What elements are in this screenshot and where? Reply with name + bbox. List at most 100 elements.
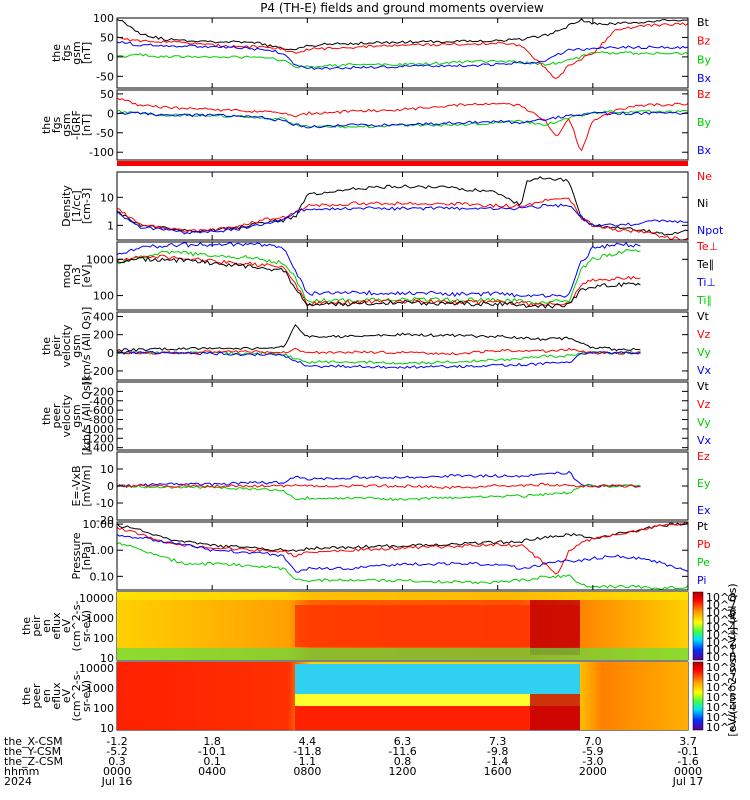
y-axis-label: the [40, 116, 53, 134]
x-tick-value: 3.7 [679, 735, 697, 748]
series-Bx [116, 40, 689, 70]
colorbar-tick-label: 10^1 [706, 644, 736, 657]
x-tick-value: 0.1 [203, 755, 221, 768]
legend-entry: Ey [697, 477, 711, 490]
y-axis-label: [km/s (All Qs)] [80, 307, 93, 386]
y-axis-label: en [40, 689, 53, 703]
legend-entry: Bx [697, 72, 712, 85]
y-axis-label: eV [60, 688, 73, 703]
y-axis-label: E=-VxB [70, 465, 83, 506]
y-axis-label: fgs [50, 116, 63, 133]
y-axis-label: peer [30, 683, 43, 709]
x-date-label: Jul 16 [101, 775, 133, 788]
legend-entry: Ti∥ [696, 294, 712, 307]
y-tick-label: 50 [100, 31, 114, 44]
colorbar-label: [eV/(cm^2-s-sr-eV)] (All Qs) [726, 583, 739, 736]
ephemeris-bar [117, 161, 688, 166]
colorbar-tick-label: 10^4 [706, 701, 736, 714]
colorbar-tick-label: 10^3 [706, 629, 736, 642]
panel-frame [116, 311, 689, 381]
colorbar-tick-label: 10^2 [706, 721, 736, 734]
legend-entry: Pi [697, 574, 706, 587]
y-axis-label: the [50, 44, 63, 62]
colorbar-tick-label: 10^8 [706, 591, 736, 604]
x-row-label: the_Z-CSM [4, 755, 63, 768]
y-tick-label: 1 [107, 219, 114, 232]
y-axis-label: fgs [60, 44, 73, 61]
series-Bx [116, 111, 689, 129]
y-tick-label: 10.00 [83, 518, 115, 531]
y-axis-label: [nT] [80, 42, 93, 64]
panel-6: -200-400-600-800-1000-1200-1400 thepeerve… [40, 377, 712, 456]
y-tick-label: 10000 [79, 592, 114, 605]
legend-entry: Vt [697, 380, 710, 393]
x-tick-value: 0.8 [394, 755, 412, 768]
series-Ni [116, 176, 689, 236]
series-Bz [116, 22, 689, 80]
colorbar-ion [692, 591, 704, 661]
y-tick-label: -100 [89, 146, 114, 159]
y-axis-label: sr-eV) [80, 610, 93, 642]
series-Vz [116, 347, 641, 356]
y-tick-label: 0 [107, 107, 114, 120]
x-tick-value: 6.3 [394, 735, 412, 748]
y-tick-label: 100 [93, 12, 114, 25]
y-axis-label: eflux [50, 612, 63, 640]
y-axis-label: eflux [50, 682, 63, 710]
series-Ne [116, 197, 689, 241]
y-tick-label: 0.10 [90, 570, 115, 583]
series-Vx [116, 350, 641, 369]
x-date-label: Jul 17 [672, 775, 704, 788]
series-Ex [116, 470, 641, 488]
y-tick-label: -50 [96, 127, 114, 140]
y-tick-label: 0 [107, 480, 114, 493]
panel-frame [116, 17, 689, 89]
y-tick-label: 1000 [86, 253, 114, 266]
x-tick-value: 0400 [198, 765, 226, 778]
legend-entry: Pt [697, 520, 709, 533]
y-axis-label: moq [60, 264, 73, 288]
x-tick-value: 2000 [579, 765, 607, 778]
x-row-label: hhmm [4, 765, 39, 778]
y-tick-label: 10 [100, 191, 114, 204]
colorbar-tick-label: 10^7 [706, 599, 736, 612]
panel-frame [116, 89, 689, 161]
legend-entry: Npot [697, 224, 724, 237]
y-axis-label: gsm [70, 404, 83, 427]
x-tick-value: -0.1 [677, 745, 698, 758]
ion-spectrogram-bottom-band [117, 648, 688, 660]
y-axis-label: peir [50, 335, 63, 357]
x-tick-value: 1200 [389, 765, 417, 778]
x-tick-value: -1.2 [106, 735, 127, 748]
figure-title: P4 (TH-E) fields and ground moments over… [260, 1, 544, 15]
legend-entry: Vy [697, 416, 711, 429]
y-axis-label: en [40, 619, 53, 633]
y-axis-label: gsm [60, 113, 73, 136]
series-Vt [116, 324, 641, 352]
x-tick-value: -5.9 [582, 745, 603, 758]
y-axis-label: [mV/m] [80, 465, 93, 506]
x-row-label: the_Y-CSM [4, 745, 61, 758]
y-tick-label: 10 [100, 722, 114, 735]
y-tick-label: -200 [89, 385, 114, 398]
legend-entry: Pe [697, 556, 710, 569]
y-axis-label: (cm^2-s- [70, 671, 83, 722]
x-tick-value: 1.1 [299, 755, 317, 768]
legend-entry: Te⊥ [696, 240, 718, 253]
x-tick-value: -11.8 [293, 745, 321, 758]
y-axis-label: Pressure [70, 532, 83, 579]
series-Npot [116, 203, 689, 235]
y-axis-label: [km/s (All Qs)] [80, 377, 93, 456]
x-tick-value: 0800 [293, 765, 321, 778]
y-axis-label: the [20, 617, 33, 635]
panel-7: 10 0 -10 -20 E=-VxB[mV/m] Ez Ey Ex [70, 450, 711, 527]
colorbar-tick-label: 10^6 [706, 606, 736, 619]
series-Pb [116, 521, 689, 575]
legend-entry: Pb [697, 538, 711, 551]
y-axis-label: [nT] [80, 114, 93, 136]
series-Bt [116, 18, 689, 51]
ion-spectrogram-dense-band [530, 600, 580, 655]
